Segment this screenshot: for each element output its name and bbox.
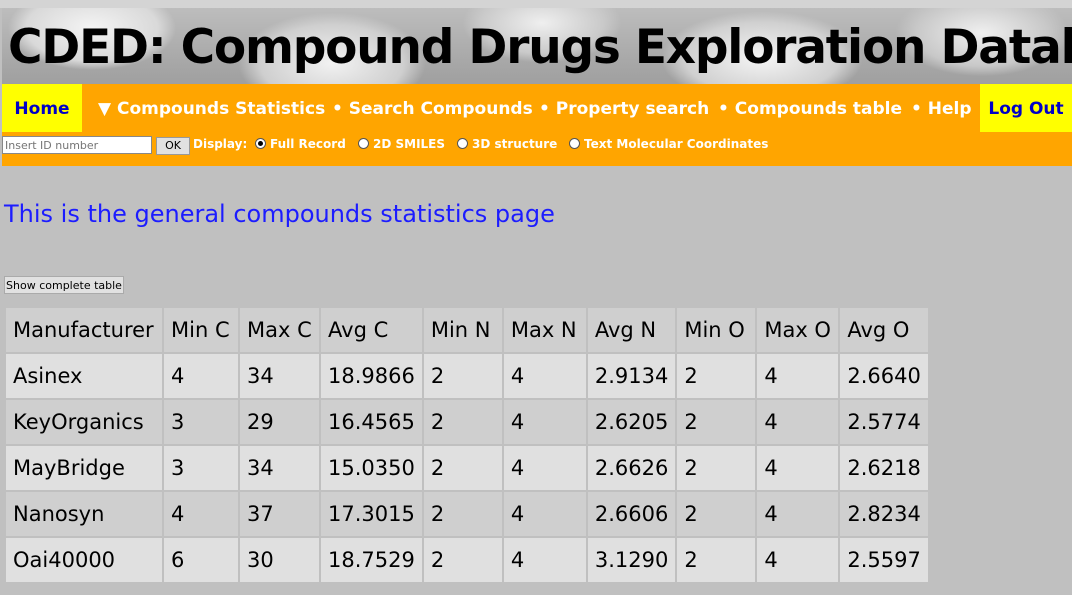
table-cell: 2.6606 bbox=[587, 492, 676, 536]
table-cell: 4 bbox=[503, 354, 586, 398]
table-cell: 2.6626 bbox=[587, 446, 676, 490]
table-cell: 2.5774 bbox=[840, 400, 928, 444]
table-cell: Oai40000 bbox=[6, 538, 162, 582]
table-cell: 3 bbox=[164, 446, 238, 490]
table-cell: 4 bbox=[757, 400, 839, 444]
table-row: Nanosyn 4 37 17.3015 2 4 2.6606 2 4 2.82… bbox=[6, 492, 928, 536]
option-3d-structure[interactable]: 3D structure bbox=[457, 137, 557, 151]
nav-compounds-statistics[interactable]: ▼ Compounds Statistics bbox=[98, 99, 326, 119]
table-cell: 2 bbox=[423, 446, 502, 490]
option-full-record[interactable]: Full Record bbox=[255, 137, 346, 151]
radio-2d-smiles-icon[interactable] bbox=[358, 138, 369, 149]
column-header: Min N bbox=[423, 308, 502, 352]
nav-search-compounds[interactable]: • Search Compounds bbox=[332, 99, 533, 119]
statistics-table: Manufacturer Min C Max C Avg C Min N Max… bbox=[4, 306, 930, 584]
nav-help[interactable]: • Help bbox=[911, 99, 972, 119]
table-row: KeyOrganics 3 29 16.4565 2 4 2.6205 2 4 … bbox=[6, 400, 928, 444]
table-cell: 18.7529 bbox=[321, 538, 422, 582]
main-navigation: Home ▼ Compounds Statistics • Search Com… bbox=[2, 84, 1072, 166]
table-row: Oai40000 6 30 18.7529 2 4 3.1290 2 4 2.5… bbox=[6, 538, 928, 582]
table-cell: 4 bbox=[757, 538, 839, 582]
table-cell: 2.6218 bbox=[840, 446, 928, 490]
table-cell: Nanosyn bbox=[6, 492, 162, 536]
option-text-molecular-coordinates[interactable]: Text Molecular Coordinates bbox=[569, 137, 768, 151]
table-header-row: Manufacturer Min C Max C Avg C Min N Max… bbox=[6, 308, 928, 352]
table-cell: 2 bbox=[677, 492, 756, 536]
column-header: Max C bbox=[240, 308, 319, 352]
nav-home[interactable]: Home bbox=[2, 84, 82, 132]
table-cell: 4 bbox=[164, 492, 238, 536]
table-cell: 17.3015 bbox=[321, 492, 422, 536]
table-cell: 3 bbox=[164, 400, 238, 444]
table-cell: 2.6205 bbox=[587, 400, 676, 444]
display-label: Display: bbox=[193, 137, 248, 151]
column-header: Min O bbox=[677, 308, 756, 352]
option-2d-smiles[interactable]: 2D SMILES bbox=[358, 137, 445, 151]
table-cell: 2.5597 bbox=[840, 538, 928, 582]
table-cell: 2 bbox=[677, 354, 756, 398]
table-cell: 2.8234 bbox=[840, 492, 928, 536]
table-cell: 2 bbox=[423, 492, 502, 536]
column-header: Max N bbox=[503, 308, 586, 352]
table-cell: 4 bbox=[164, 354, 238, 398]
show-complete-table-button[interactable]: Show complete table bbox=[4, 276, 124, 294]
nav-property-search[interactable]: • Property search bbox=[539, 99, 710, 119]
table-cell: 16.4565 bbox=[321, 400, 422, 444]
table-cell: 3.1290 bbox=[587, 538, 676, 582]
page-heading: This is the general compounds statistics… bbox=[4, 200, 555, 228]
table-cell: 2 bbox=[677, 446, 756, 490]
table-cell: 4 bbox=[503, 538, 586, 582]
radio-text-coordinates-icon[interactable] bbox=[569, 138, 580, 149]
column-header: Manufacturer bbox=[6, 308, 162, 352]
column-header: Min C bbox=[164, 308, 238, 352]
table-cell: Asinex bbox=[6, 354, 162, 398]
table-cell: MayBridge bbox=[6, 446, 162, 490]
table-cell: 2 bbox=[423, 400, 502, 444]
table-cell: 6 bbox=[164, 538, 238, 582]
table-cell: 37 bbox=[240, 492, 319, 536]
table-cell: 29 bbox=[240, 400, 319, 444]
column-header: Avg O bbox=[840, 308, 928, 352]
id-number-input[interactable] bbox=[2, 136, 152, 154]
table-cell: 2 bbox=[677, 538, 756, 582]
table-cell: 4 bbox=[503, 492, 586, 536]
column-header: Max O bbox=[757, 308, 839, 352]
site-title: CDED: Compound Drugs Exploration Databas… bbox=[8, 20, 1072, 75]
table-cell: 18.9866 bbox=[321, 354, 422, 398]
table-cell: 34 bbox=[240, 446, 319, 490]
table-cell: 2 bbox=[423, 354, 502, 398]
table-cell: 4 bbox=[757, 446, 839, 490]
table-cell: 4 bbox=[503, 446, 586, 490]
column-header: Avg C bbox=[321, 308, 422, 352]
table-cell: 2.9134 bbox=[587, 354, 676, 398]
table-cell: 2 bbox=[423, 538, 502, 582]
table-cell: 30 bbox=[240, 538, 319, 582]
table-cell: 15.0350 bbox=[321, 446, 422, 490]
nav-logout[interactable]: Log Out bbox=[980, 84, 1072, 132]
table-cell: 2 bbox=[677, 400, 756, 444]
header-banner: CDED: Compound Drugs Exploration Databas… bbox=[2, 8, 1072, 84]
table-row: Asinex 4 34 18.9866 2 4 2.9134 2 4 2.664… bbox=[6, 354, 928, 398]
column-header: Avg N bbox=[587, 308, 676, 352]
radio-3d-structure-icon[interactable] bbox=[457, 138, 468, 149]
table-cell: 2.6640 bbox=[840, 354, 928, 398]
table-cell: 4 bbox=[757, 354, 839, 398]
table-cell: 4 bbox=[503, 400, 586, 444]
table-cell: KeyOrganics bbox=[6, 400, 162, 444]
table-row: MayBridge 3 34 15.0350 2 4 2.6626 2 4 2.… bbox=[6, 446, 928, 490]
table-cell: 34 bbox=[240, 354, 319, 398]
radio-full-record-icon[interactable] bbox=[255, 138, 266, 149]
ok-button[interactable]: OK bbox=[156, 137, 190, 155]
nav-compounds-table[interactable]: • Compounds table bbox=[718, 99, 903, 119]
table-cell: 4 bbox=[757, 492, 839, 536]
top-border bbox=[0, 0, 1072, 8]
